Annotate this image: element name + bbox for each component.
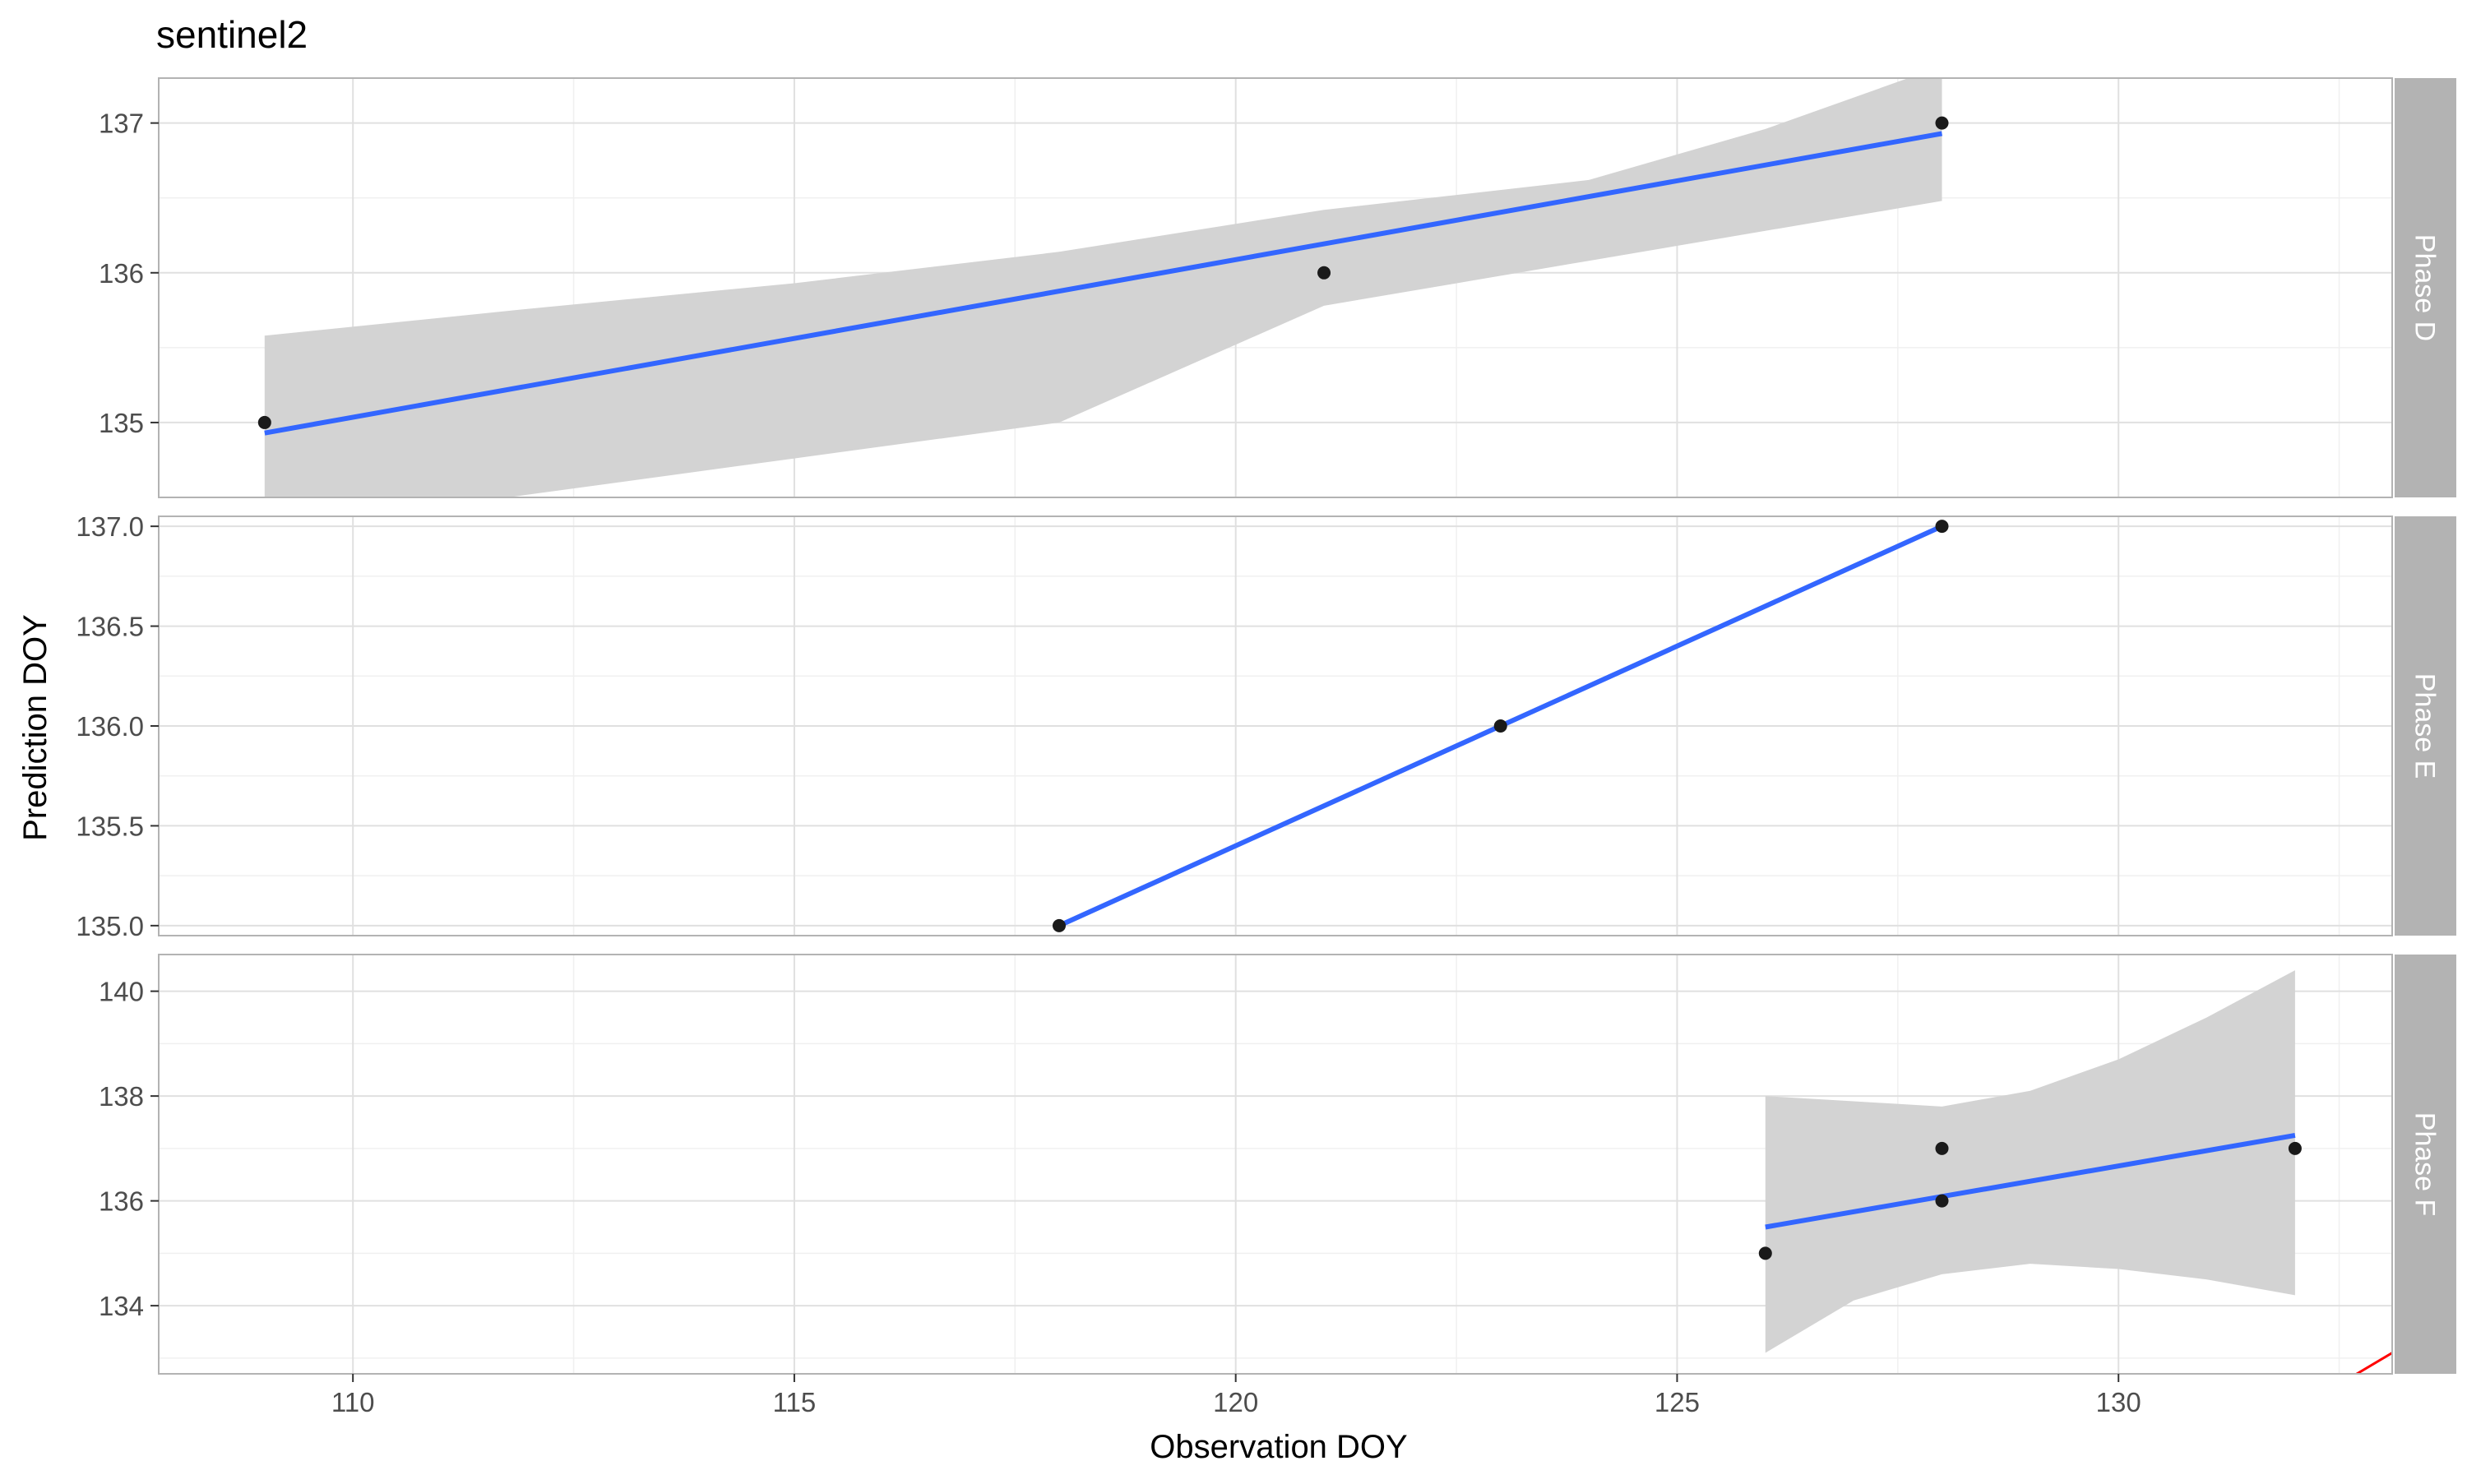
facet-panel-1: 135 136 137 Phase D	[99, 77, 2456, 498]
facet-strip	[2395, 516, 2456, 936]
panel-plot-area	[1052, 520, 1949, 932]
x-tick-label: 120	[1213, 1387, 1258, 1417]
panel-plot-area	[1758, 970, 2392, 1374]
data-point	[2288, 1141, 2302, 1155]
facet-strip-label: Phase E	[2409, 673, 2441, 779]
data-point	[1935, 1194, 1949, 1208]
data-point	[1317, 266, 1331, 280]
regression-line	[1765, 1132, 2296, 1230]
facet-strip	[2395, 955, 2456, 1374]
y-tick-label: 137	[99, 109, 144, 139]
data-point	[1935, 116, 1949, 130]
y-tick-label: 136	[99, 258, 144, 289]
chart-title: sentinel2	[156, 13, 308, 56]
y-tick-label: 134	[99, 1291, 144, 1321]
identity-line	[2354, 1352, 2392, 1374]
data-point	[1052, 918, 1066, 932]
x-axis: 110 115 120 125 130	[331, 1374, 2141, 1417]
y-tick-label: 136.5	[76, 612, 144, 642]
x-tick-label: 110	[331, 1387, 375, 1417]
panel-grid	[159, 516, 2392, 936]
y-tick-label: 137.0	[76, 511, 144, 542]
panel-border	[158, 954, 2393, 1375]
y-tick-label: 135	[99, 408, 144, 438]
y-tick-label: 135.5	[76, 811, 144, 841]
facet-strip-label: Phase D	[2409, 234, 2441, 341]
y-tick-label: 136.0	[76, 711, 144, 742]
confidence-band	[1765, 970, 2295, 1353]
y-tick-label: 140	[99, 977, 144, 1007]
regression-line	[264, 131, 1943, 436]
facet-strip-label: Phase F	[2409, 1112, 2441, 1217]
x-tick-label: 130	[2096, 1387, 2141, 1417]
facet-panel-3: 134 136 138 140 Phase F	[99, 954, 2456, 1375]
panel-border	[158, 77, 2393, 498]
y-axis-label: Prediction DOY	[17, 614, 53, 841]
y-tick-label: 136	[99, 1186, 144, 1217]
data-point	[1493, 719, 1507, 733]
data-point	[1935, 520, 1949, 534]
data-point	[1758, 1246, 1772, 1260]
x-tick-label: 125	[1655, 1387, 1700, 1417]
panel-plot-area	[257, 78, 1949, 497]
facet-panels: 135 136 137 Phase D 135.0 135.5 136.0 136.5 137.…	[76, 77, 2456, 1375]
facet-strip	[2395, 78, 2456, 497]
data-point	[1935, 1141, 1949, 1155]
x-axis-label: Observation DOY	[1150, 1429, 1407, 1465]
facet-panel-2: 135.0 135.5 136.0 136.5 137.0 Phase E	[76, 511, 2456, 941]
confidence-band	[264, 78, 1942, 497]
y-tick-label: 138	[99, 1081, 144, 1112]
y-tick-label: 135.0	[76, 911, 144, 941]
data-point	[257, 415, 271, 429]
x-tick-label: 115	[773, 1387, 817, 1417]
